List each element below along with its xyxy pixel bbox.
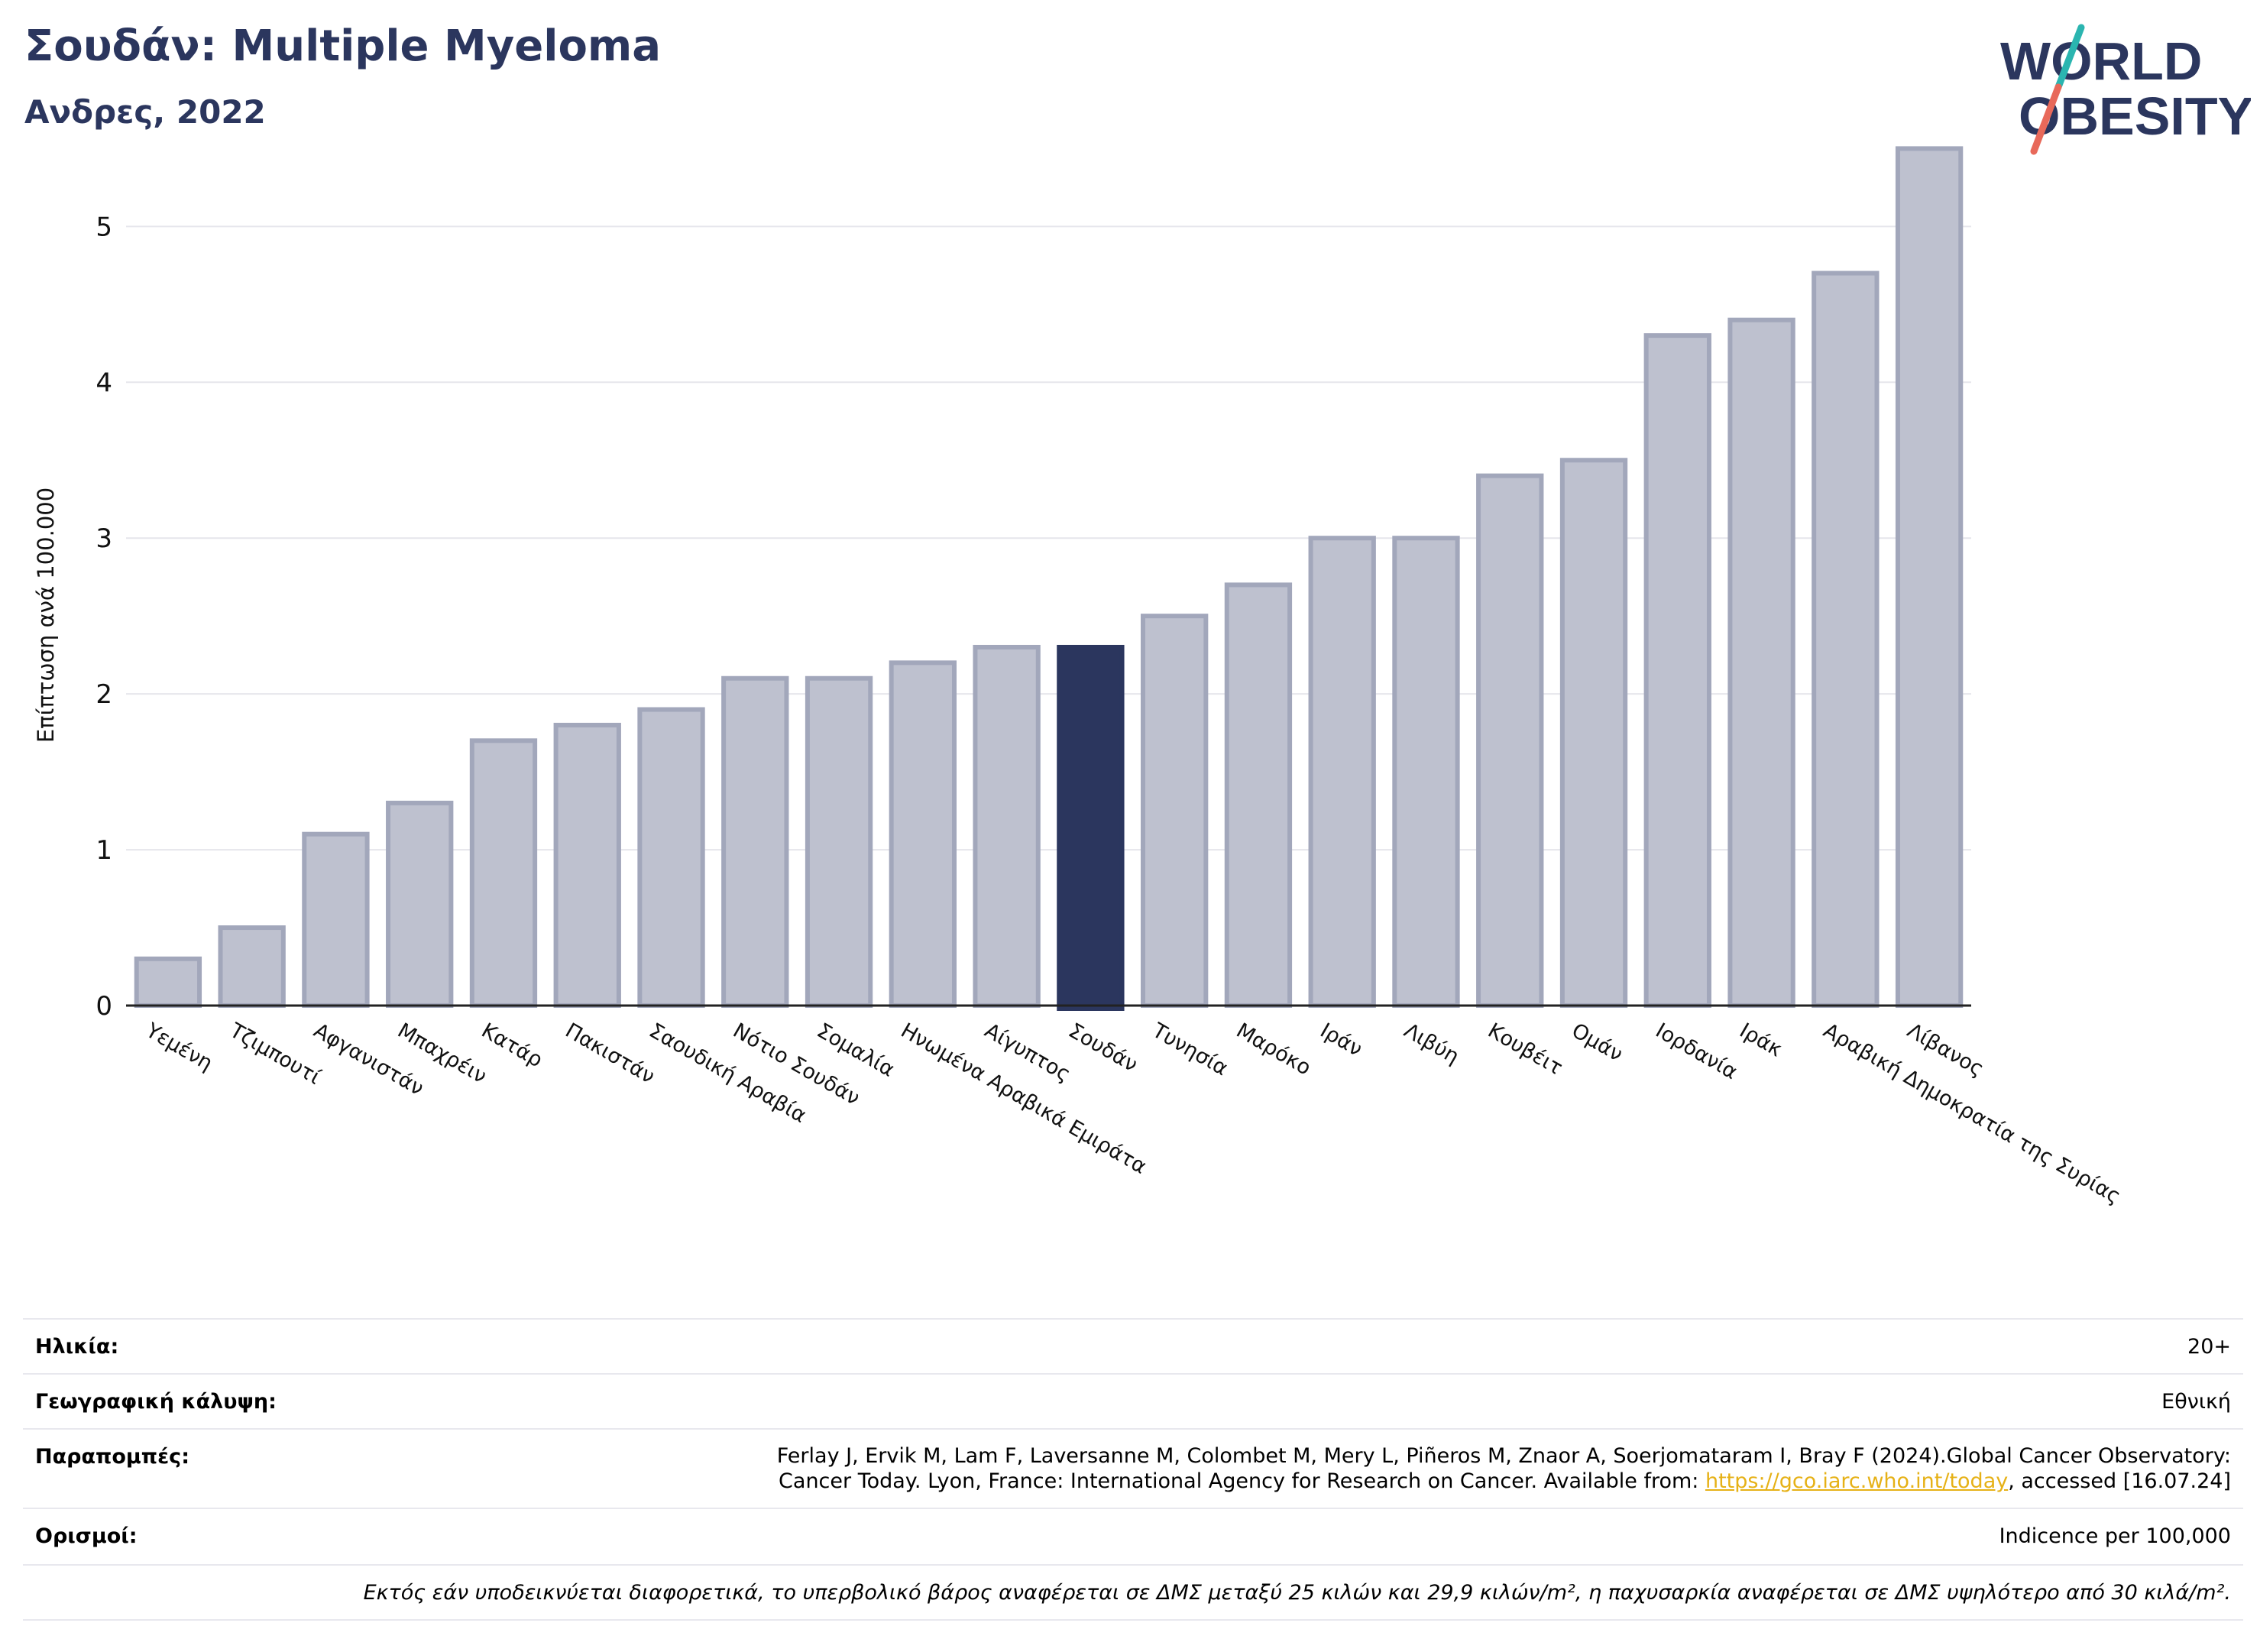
x-tick-label-13: Μαρόκο xyxy=(1232,1019,1315,1080)
x-tick-label-1: Τζιμπουτί xyxy=(225,1019,325,1090)
y-axis-ticks: 0 1 2 3 4 5 xyxy=(96,212,112,1022)
x-tick-label-15: Λιβύη xyxy=(1400,1019,1463,1069)
references-value: Ferlay J, Ervik M, Lam F, Laversanne M, … xyxy=(777,1443,2231,1494)
x-tick-label-12: Τυνησία xyxy=(1148,1019,1232,1081)
definitions-label: Ορισμοί: xyxy=(35,1524,138,1548)
page-subtitle: Ανδρες, 2022 xyxy=(24,93,266,131)
x-tick-label-6: Σαουδική Αραβία xyxy=(645,1019,810,1128)
bar-11 xyxy=(1057,644,1125,1011)
page-title: Σουδάν: Multiple Myeloma xyxy=(24,21,662,71)
bar-chart: 0 1 2 3 4 5 Υεμένη ΤζιμπουτίΑφγανιστάνΜπαχρέιν… xyxy=(33,146,2125,1209)
bar-0 xyxy=(134,956,202,1008)
bar-21 xyxy=(1895,146,1964,1009)
y-axis-label: Επίπτωση ανά 100.000 xyxy=(33,488,59,743)
bar-3 xyxy=(386,800,454,1008)
x-tick-label-16: Κουβέιτ xyxy=(1484,1019,1566,1080)
world-obesity-logo: WORLD OBESITY xyxy=(2000,24,2251,155)
bar-2 xyxy=(302,831,370,1009)
bar-12 xyxy=(1140,614,1209,1009)
y-tick-label-5: 5 xyxy=(96,212,112,242)
bar-20 xyxy=(1812,270,1880,1008)
bar-9 xyxy=(889,660,957,1008)
info-row-footnote: Εκτός εάν υποδεικνύεται διαφορετικά, το … xyxy=(23,1564,2243,1621)
info-table: Ηλικία: 20+ Γεωγραφική κάλυψη: Εθνική Πα… xyxy=(23,1318,2243,1621)
info-row-references: Παραπομπές: Ferlay J, Ervik M, Lam F, La… xyxy=(23,1428,2243,1508)
y-tick-label-2: 2 xyxy=(96,679,112,710)
bar-18 xyxy=(1643,333,1711,1009)
references-line2-pre: Cancer Today. Lyon, France: Internationa… xyxy=(779,1469,1705,1493)
x-tick-label-19: Ιράκ xyxy=(1735,1019,1786,1061)
definitions-value: Indicence per 100,000 xyxy=(1999,1524,2231,1548)
info-row-coverage: Γεωγραφική κάλυψη: Εθνική xyxy=(23,1373,2243,1428)
references-line2: Cancer Today. Lyon, France: Internationa… xyxy=(777,1469,2231,1494)
bar-7 xyxy=(721,675,789,1008)
bar-1 xyxy=(218,925,286,1009)
info-row-definitions: Ορισμοί: Indicence per 100,000 xyxy=(23,1508,2243,1564)
x-tick-label-20: Αραβική Δημοκρατία της Συρίας xyxy=(1819,1019,2125,1209)
coverage-label: Γεωγραφική κάλυψη: xyxy=(35,1390,277,1414)
references-label: Παραπομπές: xyxy=(35,1445,189,1469)
logo-slash-bottom xyxy=(2030,83,2062,155)
x-tick-label-5: Πακιστάν xyxy=(562,1019,659,1089)
age-value: 20+ xyxy=(2187,1335,2231,1359)
x-tick-label-14: Ιράν xyxy=(1316,1019,1366,1061)
bar-17 xyxy=(1559,458,1628,1008)
age-label: Ηλικία: xyxy=(35,1335,119,1359)
bar-14 xyxy=(1308,536,1376,1008)
x-tick-label-0: Υεμένη xyxy=(141,1019,217,1076)
references-line1: Ferlay J, Ervik M, Lam F, Laversanne M, … xyxy=(776,1444,2231,1468)
y-tick-label-1: 1 xyxy=(96,835,112,866)
bar-16 xyxy=(1476,473,1544,1008)
coverage-value: Εθνική xyxy=(2161,1390,2231,1414)
bar-15 xyxy=(1392,536,1460,1008)
y-tick-label-4: 4 xyxy=(96,368,112,398)
references-link[interactable]: https://gco.iarc.who.int/today xyxy=(1705,1469,2009,1493)
x-tick-label-11: Σουδάν xyxy=(1064,1019,1141,1077)
x-tick-label-4: Κατάρ xyxy=(478,1019,547,1072)
bar-13 xyxy=(1224,582,1293,1008)
bar-4 xyxy=(469,738,538,1008)
bar-10 xyxy=(973,644,1041,1008)
x-tick-label-18: Ιορδανία xyxy=(1652,1019,1742,1084)
logo-line1: WORLD xyxy=(2000,31,2202,91)
logo-slash-top xyxy=(2054,24,2085,91)
bar-8 xyxy=(805,675,873,1008)
bar-6 xyxy=(637,707,705,1008)
footnote: Εκτός εάν υποδεικνύεται διαφορετικά, το … xyxy=(363,1581,2231,1605)
bar-19 xyxy=(1727,317,1795,1008)
y-tick-label-3: 3 xyxy=(96,523,112,554)
info-row-age: Ηλικία: 20+ xyxy=(23,1318,2243,1373)
bar-5 xyxy=(553,722,621,1009)
bars xyxy=(134,146,1964,1011)
references-line2-post: , accessed [16.07.24] xyxy=(2008,1469,2231,1493)
y-tick-label-0: 0 xyxy=(96,991,112,1022)
x-tick-label-17: Ομάν xyxy=(1568,1019,1627,1067)
